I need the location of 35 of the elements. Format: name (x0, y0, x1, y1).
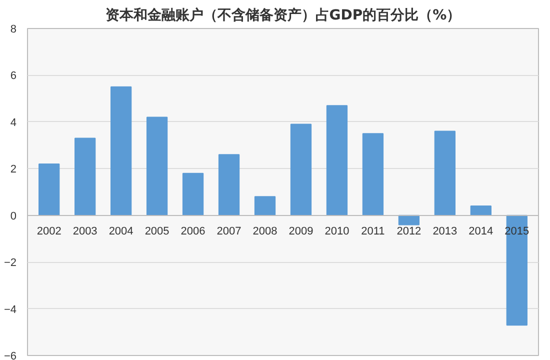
bar (290, 124, 312, 216)
bar (470, 206, 492, 216)
y-tick-label: 2 (10, 164, 17, 176)
bar (326, 105, 348, 216)
bar (74, 138, 96, 216)
x-tick-label: 2006 (180, 225, 206, 238)
y-tick-label: −6 (4, 350, 17, 360)
x-tick-label: 2003 (72, 225, 98, 238)
bar (362, 133, 384, 216)
x-tick-label: 2007 (216, 225, 242, 238)
bar (146, 116, 168, 216)
x-tick-label: 2002 (36, 225, 62, 238)
x-tick-label: 2010 (324, 225, 350, 238)
x-tick-label: 2008 (252, 225, 278, 238)
bar (38, 163, 60, 216)
y-tick-label: 0 (10, 210, 17, 222)
y-tick-label: 8 (10, 24, 17, 36)
bar (182, 172, 204, 216)
x-tick-label: 2009 (288, 225, 314, 238)
y-tick-label: 4 (10, 116, 17, 129)
bar (218, 154, 240, 216)
bar (506, 214, 528, 326)
y-tick-label: −2 (4, 257, 17, 270)
x-tick-label: 2005 (144, 225, 170, 238)
x-tick-label: 2014 (468, 225, 494, 238)
bar (434, 130, 456, 216)
chart-title: 资本和金融账户（不含储备资产）占GDP的百分比（%） (105, 6, 461, 24)
y-tick-label: 6 (10, 70, 17, 82)
x-tick-label: 2013 (432, 225, 458, 238)
x-tick-label: 2011 (361, 225, 385, 238)
x-tick-label: 2012 (396, 225, 422, 238)
y-tick-label: −4 (4, 304, 17, 316)
bar (254, 196, 276, 216)
bar (110, 86, 132, 216)
x-tick-label: 2004 (108, 225, 134, 238)
